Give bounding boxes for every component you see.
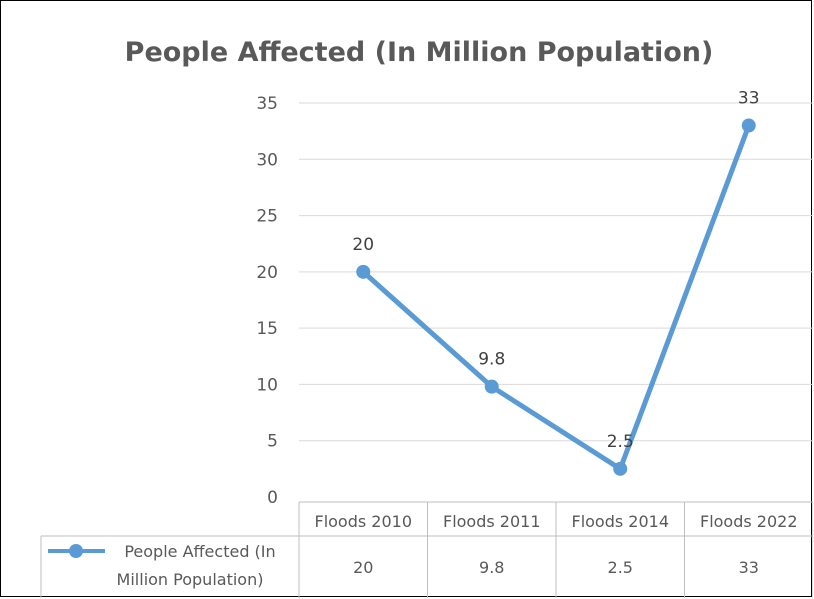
data-labels: 20 9.8 2.5 33 — [352, 89, 759, 452]
chart-title: People Affected (In Million Population) — [125, 37, 714, 68]
y-tick-label: 35 — [256, 94, 278, 114]
table-value-cell: 2.5 — [608, 558, 633, 577]
x-category-label: Floods 2011 — [443, 512, 541, 531]
gridlines — [299, 102, 813, 442]
data-point-marker — [484, 379, 499, 394]
data-label: 33 — [738, 89, 760, 109]
y-tick-label: 25 — [256, 207, 278, 227]
series-layer — [356, 118, 756, 476]
data-label: 20 — [352, 235, 374, 255]
data-label: 2.5 — [607, 432, 634, 452]
data-point-marker — [356, 264, 371, 279]
y-axis-ticks: 0 5 10 15 20 25 30 35 — [256, 94, 278, 508]
x-category-label: Floods 2010 — [314, 512, 412, 531]
series-line — [361, 124, 752, 472]
legend-marker-swatch — [69, 544, 83, 558]
data-table: Floods 2010 Floods 2011 Floods 2014 Floods … — [40, 501, 813, 598]
table-value-cell: 9.8 — [479, 558, 504, 577]
y-tick-label: 15 — [256, 319, 278, 339]
y-tick-label: 10 — [256, 375, 278, 395]
y-tick-label: 0 — [267, 488, 278, 508]
y-tick-label: 5 — [267, 432, 278, 452]
data-point-marker — [613, 461, 628, 476]
legend-label-line2: Million Population) — [117, 570, 264, 589]
y-tick-label: 20 — [256, 263, 278, 283]
data-label: 9.8 — [478, 350, 505, 370]
data-point-marker — [741, 118, 756, 133]
table-value-cell: 20 — [353, 558, 373, 577]
legend-label-line1: People Affected (In — [124, 542, 275, 561]
x-category-label: Floods 2022 — [700, 512, 798, 531]
y-tick-label: 30 — [256, 150, 278, 170]
table-value-cell: 33 — [739, 558, 759, 577]
x-category-label: Floods 2014 — [571, 512, 669, 531]
